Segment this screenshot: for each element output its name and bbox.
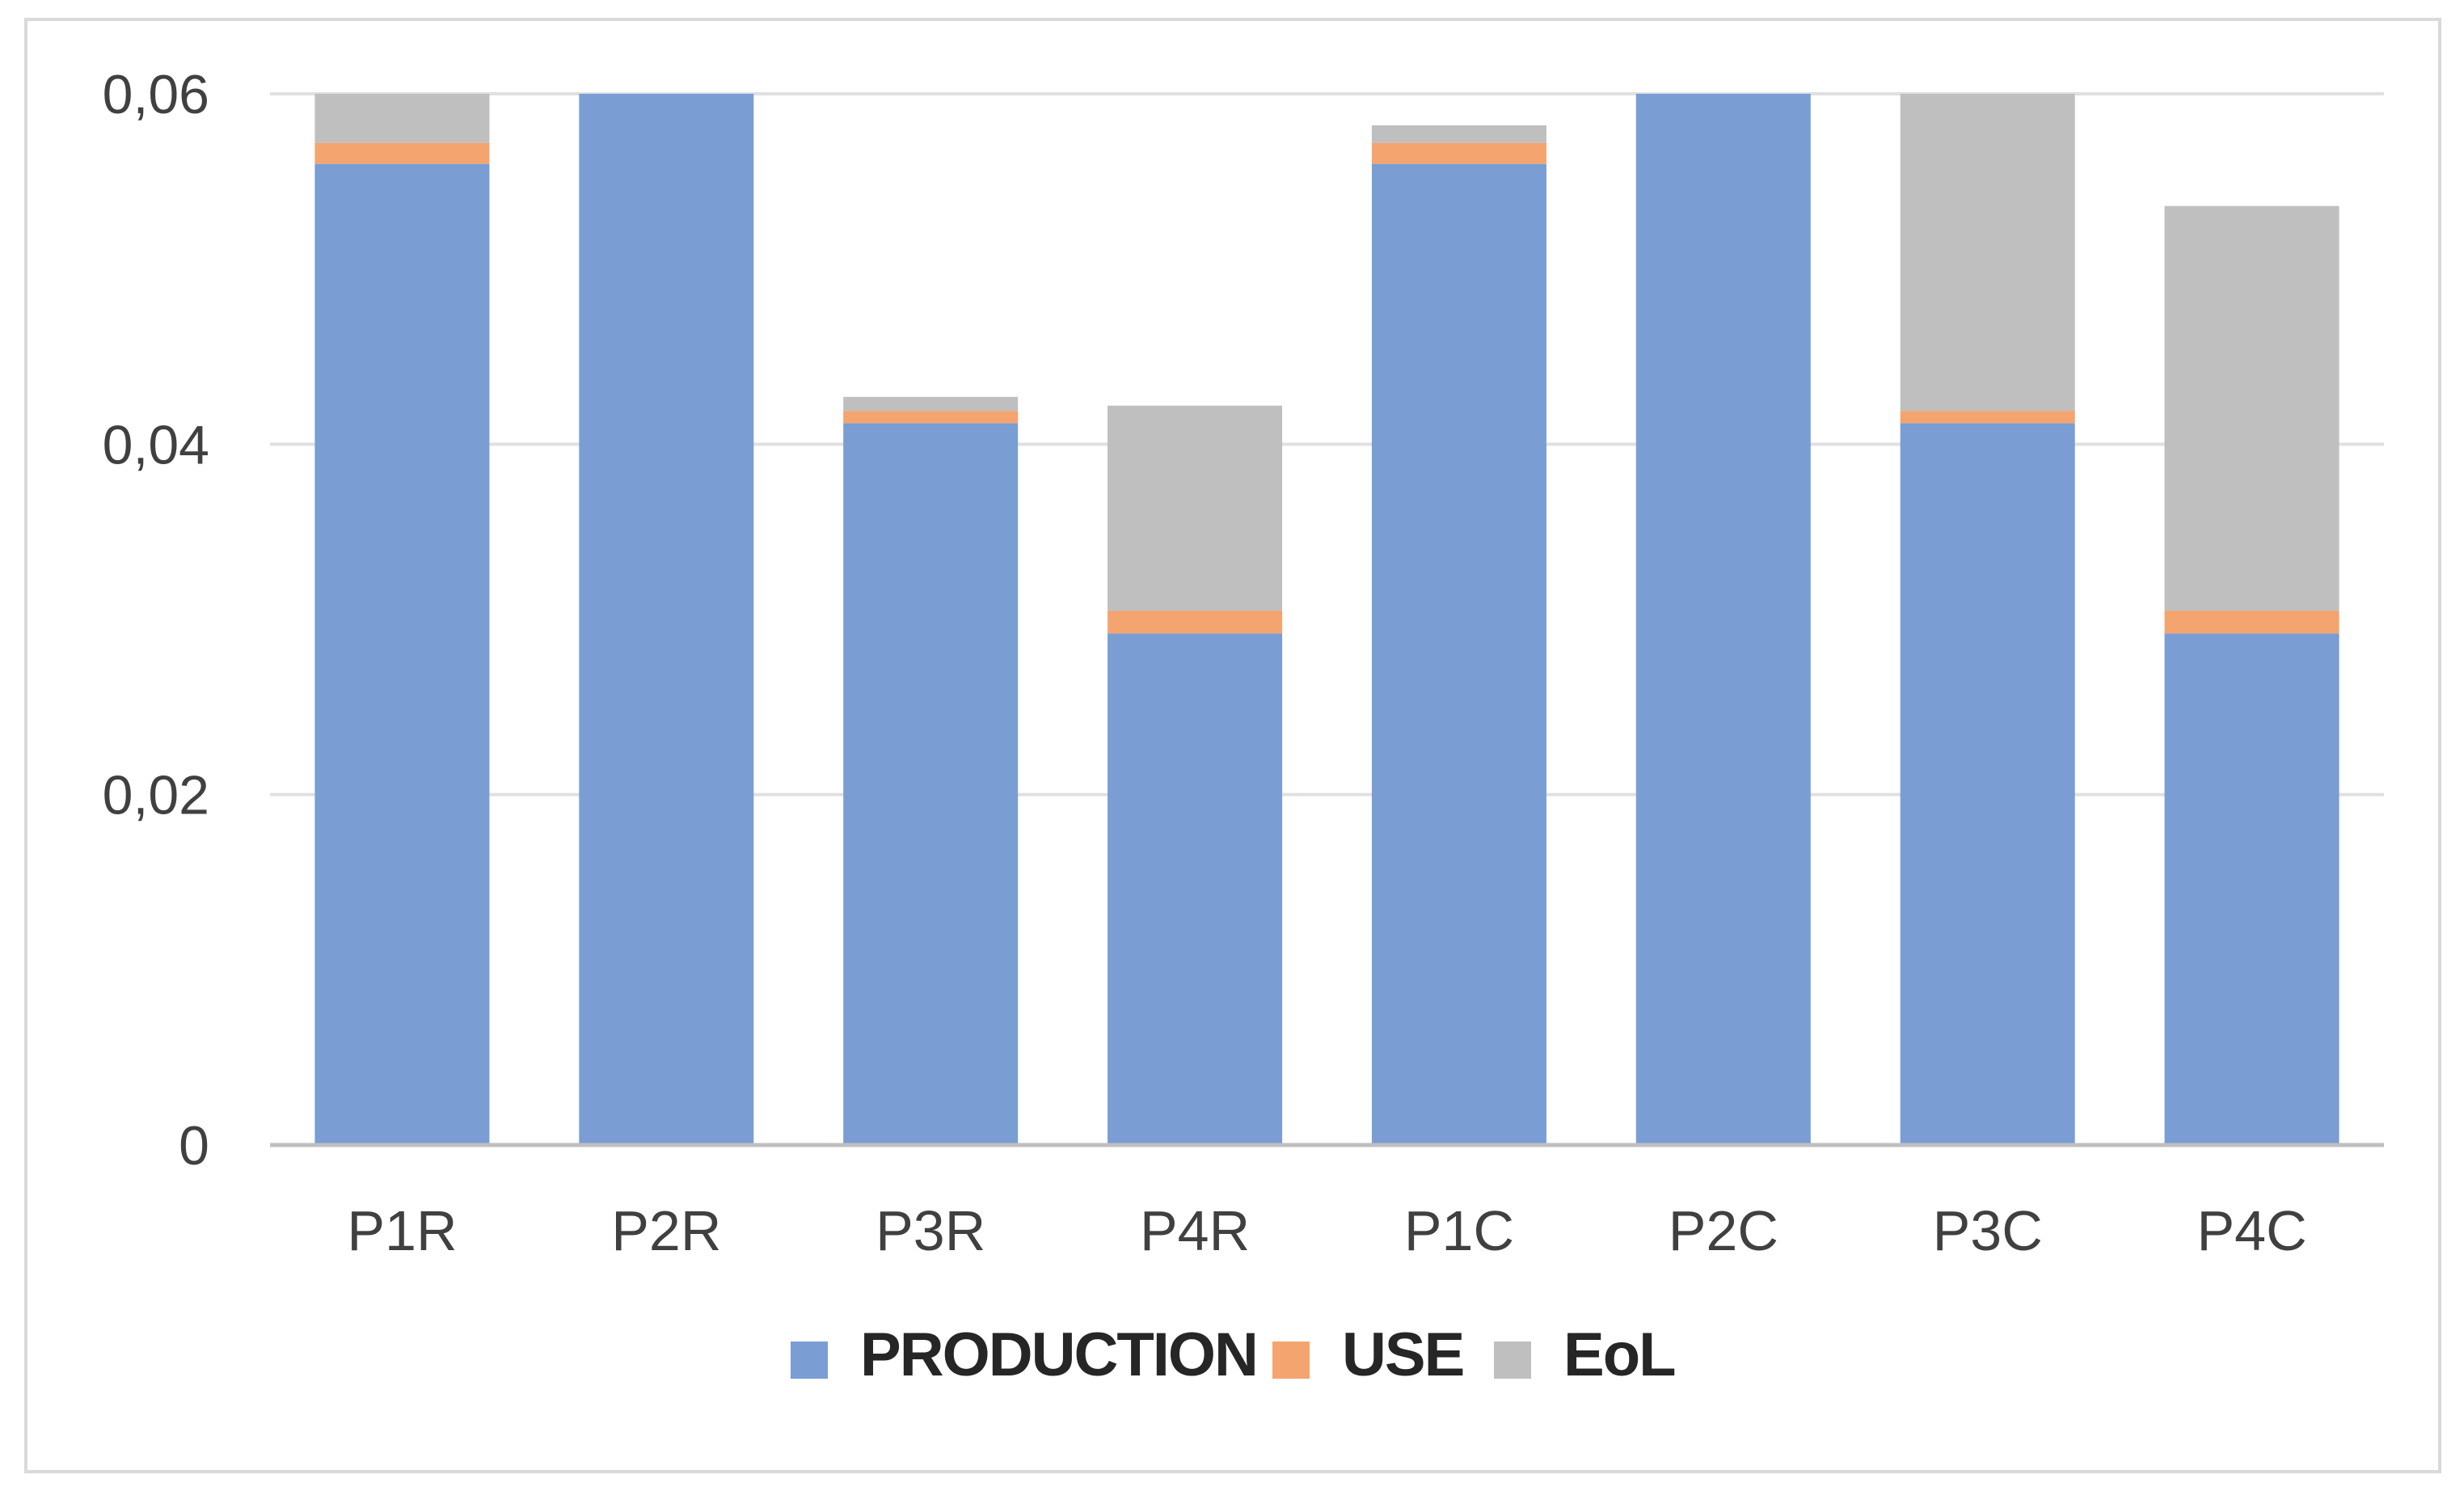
x-tick-label: P3C: [1933, 1199, 2043, 1262]
bar-segment-eol: [314, 94, 490, 143]
bar-segment-production: [314, 163, 490, 1146]
bar-segment-use: [1108, 611, 1283, 634]
y-tick-label: 0,04: [103, 414, 209, 475]
y-tick-label: 0: [179, 1115, 209, 1177]
bar-segment-production: [1371, 163, 1546, 1146]
bar-segment-production: [1900, 423, 2075, 1145]
bar-segment-use: [1371, 142, 1546, 164]
bar-segment-production: [843, 423, 1019, 1145]
y-tick-label: 0,06: [103, 64, 209, 125]
bars: [314, 94, 2340, 1146]
x-tick-label: P1C: [1404, 1199, 1514, 1262]
bar-segment-use: [843, 411, 1019, 424]
bar-segment-use: [314, 142, 490, 164]
bar-segment-use: [2164, 611, 2340, 634]
x-tick-label: P2R: [611, 1199, 721, 1262]
stacked-bar-chart: 0 0,02 0,04 0,06 P1R P2R P3R P4R P1C P2C P3C P4C PR…: [103, 64, 2384, 1389]
bar-segment-eol: [1900, 94, 2075, 412]
bar-segment-production: [579, 94, 754, 1145]
bar-segment-eol: [2164, 205, 2340, 611]
axes: 0 0,02 0,04 0,06 P1R P2R P3R P4R P1C P2C P3C P4C: [103, 64, 2384, 1262]
legend-label-production: PRODUCTION: [860, 1320, 1257, 1389]
x-tick-label: P4R: [1140, 1199, 1250, 1262]
legend-swatch-eol: [1494, 1342, 1531, 1379]
legend-swatch-production: [791, 1342, 828, 1379]
legend: PRODUCTION USE EoL: [791, 1320, 1677, 1389]
x-tick-label: P2C: [1669, 1199, 1778, 1262]
bar-segment-eol: [843, 396, 1019, 412]
y-tick-label: 0,02: [103, 765, 209, 826]
bar-segment-eol: [1371, 125, 1546, 143]
x-tick-label: P3R: [875, 1199, 985, 1262]
x-tick-label: P1R: [347, 1199, 457, 1262]
legend-label-eol: EoL: [1563, 1320, 1675, 1389]
legend-label-use: USE: [1342, 1320, 1463, 1389]
bar-segment-use: [1900, 411, 2075, 424]
bar-segment-eol: [1108, 405, 1283, 611]
bar-segment-production: [1635, 94, 1811, 1145]
chart-frame: 0 0,02 0,04 0,06 P1R P2R P3R P4R P1C P2C P3C P4C PR…: [24, 18, 2441, 1473]
x-tick-label: P4C: [2196, 1199, 2306, 1262]
bar-segment-production: [2164, 633, 2340, 1145]
bar-segment-production: [1108, 633, 1283, 1145]
legend-swatch-use: [1272, 1342, 1310, 1379]
